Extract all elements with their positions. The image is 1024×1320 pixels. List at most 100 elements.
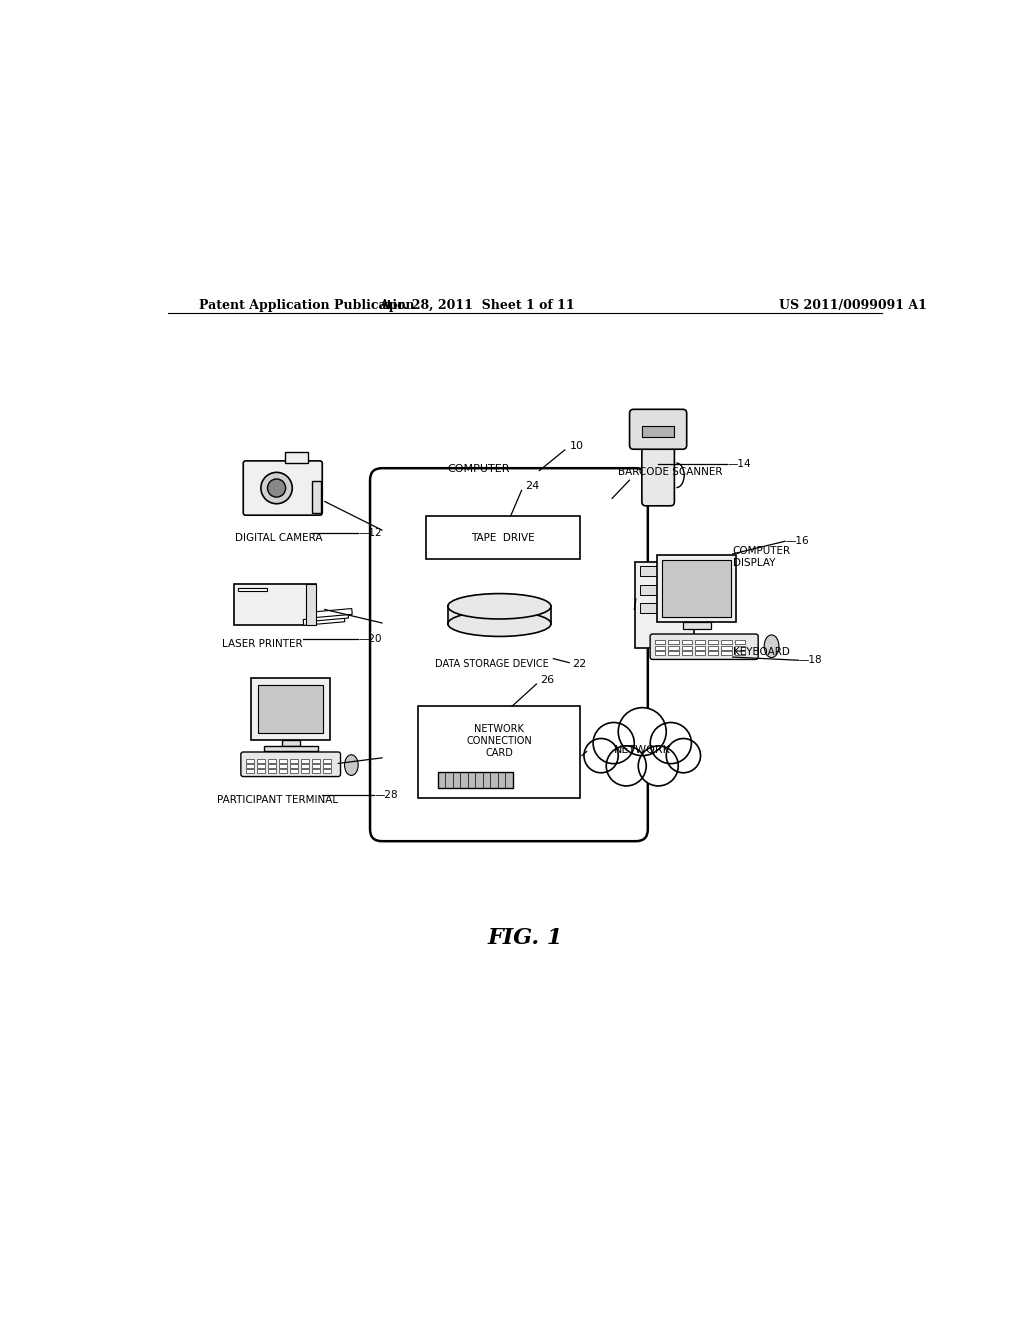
Bar xyxy=(268,759,276,763)
Bar xyxy=(734,651,745,655)
Bar xyxy=(640,566,689,576)
FancyBboxPatch shape xyxy=(244,461,323,515)
Bar xyxy=(669,645,679,649)
Bar xyxy=(268,764,276,767)
Bar xyxy=(311,759,319,763)
Text: NETWORK
CONNECTION
CARD: NETWORK CONNECTION CARD xyxy=(466,725,531,758)
Bar xyxy=(695,651,706,655)
Text: FIG. 1: FIG. 1 xyxy=(487,927,562,949)
Bar xyxy=(669,640,679,644)
Bar xyxy=(323,759,331,763)
Bar xyxy=(246,768,254,772)
Bar xyxy=(312,480,321,512)
Bar xyxy=(655,640,666,644)
Bar xyxy=(640,585,689,594)
Text: DIGITAL CAMERA: DIGITAL CAMERA xyxy=(236,533,323,544)
Bar xyxy=(721,651,732,655)
Ellipse shape xyxy=(447,611,551,636)
Text: KEYBOARD: KEYBOARD xyxy=(733,647,790,657)
FancyBboxPatch shape xyxy=(370,469,648,841)
Bar xyxy=(657,556,736,622)
Text: US 2011/0099091 A1: US 2011/0099091 A1 xyxy=(778,300,927,312)
Bar xyxy=(307,612,348,622)
Bar xyxy=(669,651,679,655)
Bar xyxy=(655,645,666,649)
Bar xyxy=(306,583,316,626)
Circle shape xyxy=(261,473,292,504)
Ellipse shape xyxy=(447,594,551,619)
Bar xyxy=(301,759,309,763)
Text: —18: —18 xyxy=(799,655,822,665)
Bar xyxy=(323,768,331,772)
Bar xyxy=(682,645,692,649)
Bar xyxy=(279,764,287,767)
Bar xyxy=(264,746,317,751)
Bar xyxy=(682,651,692,655)
Bar xyxy=(257,759,265,763)
Circle shape xyxy=(606,746,646,785)
Text: 10: 10 xyxy=(570,441,584,451)
Circle shape xyxy=(618,708,667,755)
Bar xyxy=(323,764,331,767)
FancyBboxPatch shape xyxy=(241,752,341,776)
Bar xyxy=(233,583,316,626)
Bar xyxy=(290,768,298,772)
Circle shape xyxy=(638,746,678,785)
Text: —16: —16 xyxy=(785,536,809,546)
Bar xyxy=(303,616,345,626)
Text: COMPUTER
DISPLAY: COMPUTER DISPLAY xyxy=(733,546,791,568)
Bar xyxy=(257,764,265,767)
Bar xyxy=(279,768,287,772)
Bar xyxy=(708,640,719,644)
Bar xyxy=(708,645,719,649)
Text: 22: 22 xyxy=(572,659,587,669)
Circle shape xyxy=(650,722,691,764)
Text: —12: —12 xyxy=(358,528,382,539)
Bar xyxy=(682,640,692,644)
Bar xyxy=(301,768,309,772)
Bar xyxy=(447,606,551,624)
Bar xyxy=(282,739,300,746)
Bar xyxy=(708,651,719,655)
Bar xyxy=(655,651,666,655)
Text: BARCODE SCANNER: BARCODE SCANNER xyxy=(618,466,723,477)
Bar xyxy=(635,562,694,648)
Text: —14: —14 xyxy=(727,459,751,469)
Text: COMPUTER: COMPUTER xyxy=(447,463,510,474)
FancyBboxPatch shape xyxy=(642,438,675,506)
Text: —28: —28 xyxy=(374,791,397,800)
Ellipse shape xyxy=(344,755,358,775)
Text: —20: —20 xyxy=(358,634,382,644)
Text: TAPE  DRIVE: TAPE DRIVE xyxy=(471,533,535,543)
Bar xyxy=(721,640,732,644)
Text: LASER PRINTER: LASER PRINTER xyxy=(221,639,302,649)
Circle shape xyxy=(593,722,634,764)
Bar xyxy=(252,678,330,741)
Bar xyxy=(695,640,706,644)
FancyBboxPatch shape xyxy=(650,634,758,660)
Text: NETWORK: NETWORK xyxy=(613,744,671,755)
Text: DATA STORAGE DEVICE: DATA STORAGE DEVICE xyxy=(434,659,548,669)
Bar xyxy=(426,516,581,560)
Bar xyxy=(290,764,298,767)
Bar xyxy=(734,645,745,649)
Circle shape xyxy=(667,738,700,772)
Text: 24: 24 xyxy=(524,480,539,491)
Bar xyxy=(663,560,731,616)
Bar xyxy=(695,645,706,649)
Bar xyxy=(301,764,309,767)
Bar xyxy=(257,768,265,772)
Bar xyxy=(238,587,266,591)
Bar xyxy=(246,759,254,763)
Circle shape xyxy=(584,738,618,772)
Bar xyxy=(683,622,711,628)
Bar xyxy=(311,764,319,767)
Bar xyxy=(290,759,298,763)
Bar xyxy=(258,685,324,734)
Bar xyxy=(285,451,307,463)
Circle shape xyxy=(267,479,286,498)
Bar xyxy=(418,706,581,797)
Text: Patent Application Publication: Patent Application Publication xyxy=(200,300,415,312)
Bar xyxy=(640,603,689,614)
Text: PARTICIPANT TERMINAL: PARTICIPANT TERMINAL xyxy=(217,795,338,805)
